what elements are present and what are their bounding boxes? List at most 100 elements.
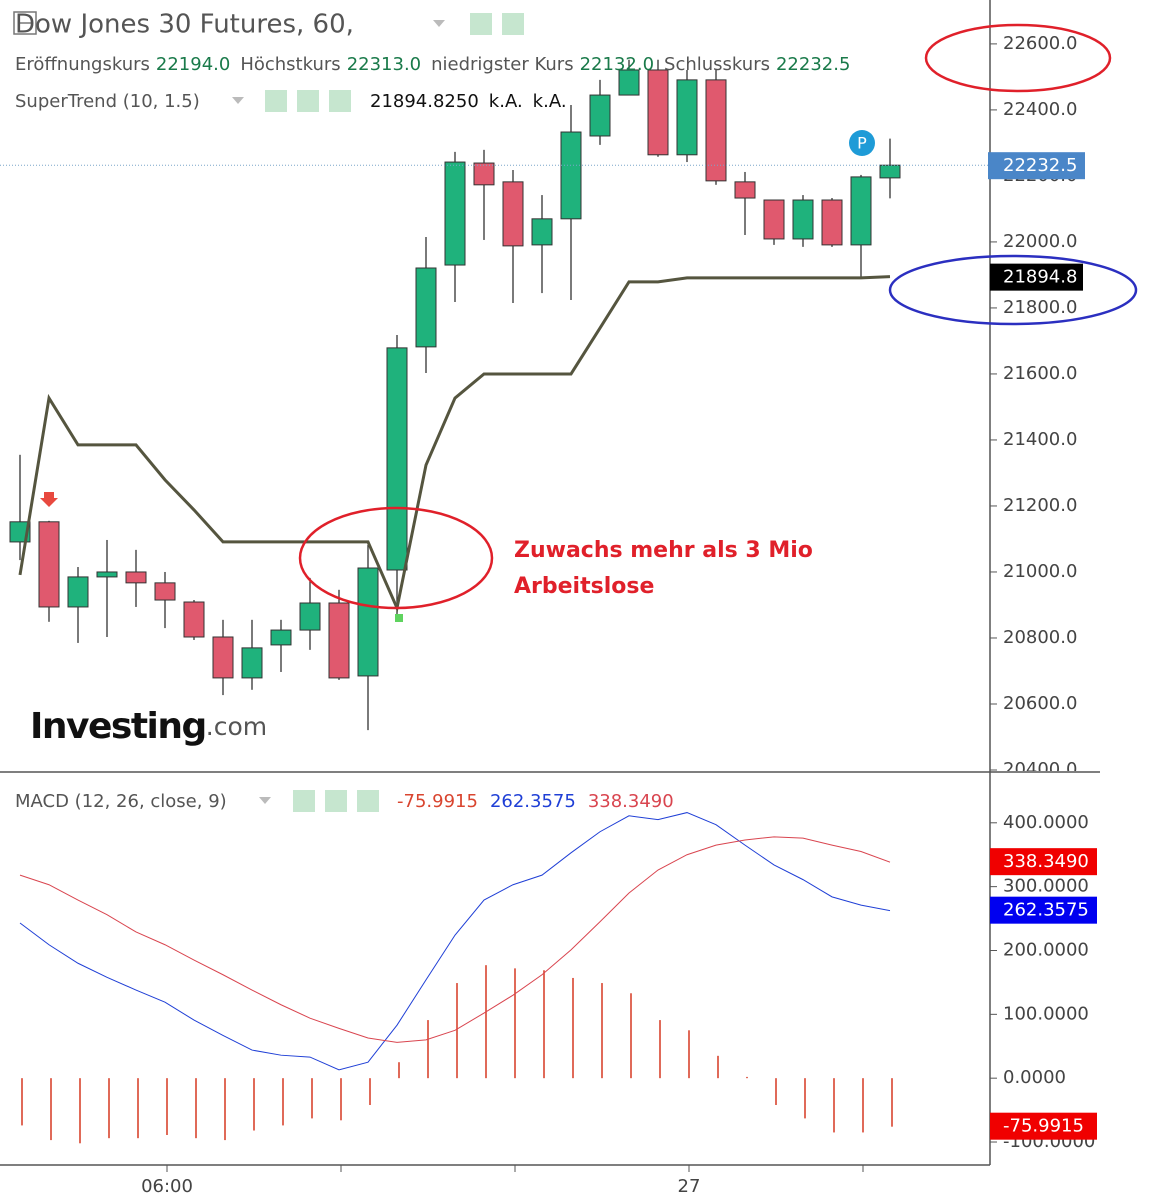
y-tick-label: 400.0000 [1003,812,1089,833]
y-tick-label: 300.0000 [1003,876,1089,897]
candle-body [415,267,437,348]
settings-icon[interactable] [325,790,347,812]
y-tick-label: 0.0000 [1003,1067,1066,1088]
candle-body [676,79,698,156]
y-tick-label: 100.0000 [1003,1003,1089,1024]
close-icon[interactable] [329,90,351,112]
candle-body [879,164,901,179]
close-icon[interactable] [357,790,379,812]
candle-body [502,181,524,247]
candle-body [96,571,118,578]
overlay-value: k.A. [489,91,523,112]
supertrend-line [18,275,891,613]
overlay-value: k.A. [533,91,567,112]
ohlc-name: niedrigster Kurs [431,54,573,75]
value-box [990,1112,1097,1140]
x-tick-label: 06:00 [141,1176,193,1197]
marker-badge [849,130,875,156]
collapse-icon[interactable] [13,11,37,35]
dropdown-arrow[interactable] [259,797,271,804]
eye-icon[interactable] [265,90,287,112]
signal-value: 338.3490 [588,791,674,812]
candle-body [328,602,350,679]
watermark-suffix: .com [206,712,267,741]
settings-icon[interactable] [297,90,319,112]
candle-body [473,162,495,186]
y-tick-label: 21200.0 [1003,495,1077,516]
y-tick-label: 20400.0 [1003,759,1077,780]
chart-title: Dow Jones 30 Futures, 60, [15,10,354,40]
overlay-name: SuperTrend (10, 1.5) [15,91,200,112]
y-tick-label: 22000.0 [1003,231,1077,252]
candle-body [850,176,872,246]
annotation: Zuwachs mehr als 3 Mio [514,538,813,563]
y-tick-label: 22400.0 [1003,99,1077,120]
ohlc-name: Schlusskurs [664,54,770,75]
candle-body [589,94,611,137]
buy-marker [395,614,403,622]
annotation: Arbeitslose [514,574,654,599]
settings-icon[interactable] [502,13,524,35]
macd-legend: -75.9915 262.3575 338.3490 [397,791,674,812]
macd-line [19,836,891,1043]
eye-icon[interactable] [470,13,492,35]
macd-title: MACD (12, 26, close, 9) [15,791,227,812]
dropdown-arrow[interactable] [433,20,445,27]
candle-body [763,199,785,240]
candle-body [270,629,292,646]
candle-body [821,199,843,246]
candle-body [647,69,669,156]
marker-label: P [857,134,867,153]
last-price-label: 22232.5 [1003,155,1077,176]
y-tick-label: 21400.0 [1003,429,1077,450]
candle-body [734,181,756,199]
candle-body [241,647,263,679]
ohlc-name: Eröffnungskurs [15,54,150,75]
candle-body [299,602,321,631]
y-tick-label: 20800.0 [1003,627,1077,648]
last-price-box [988,152,1085,180]
candle-body [67,576,89,608]
macd-value: 262.3575 [490,791,576,812]
candle-body [444,161,466,266]
candle-body [386,347,408,571]
ohlc-value: 22313.0 [347,54,421,75]
highlight-ellipse [298,506,494,610]
eye-icon[interactable] [293,790,315,812]
macd-line [19,812,891,1071]
candle-body [792,199,814,240]
dropdown-arrow[interactable] [232,97,244,104]
y-tick-label: 21600.0 [1003,363,1077,384]
y-tick-label: 21000.0 [1003,561,1077,582]
highlight-ellipse [888,254,1138,326]
ohlc-value: 22194.0 [156,54,230,75]
candle-body [212,636,234,679]
value-label: 262.3575 [1003,900,1089,921]
ohlc-legend: Eröffnungskurs 22194.0 Höchstkurs 22313.0 ni… [15,54,850,75]
watermark-brand: Investing [30,706,206,747]
candle-body [531,218,553,246]
ohlc-name: Höchstkurs [240,54,340,75]
candle-body [125,571,147,584]
x-tick-label: 27 [678,1176,701,1197]
macd-panel: -100.00000.0000100.0000200.0000300.00004… [19,812,1095,1152]
candle-body [183,601,205,638]
overlay-price-label: 21894.8 [1003,267,1077,288]
value-box [990,896,1097,924]
candle-body [618,69,640,96]
watermark: Investing.com [30,706,267,747]
y-tick-label: 21800.0 [1003,297,1077,318]
y-tick-label: 20600.0 [1003,693,1077,714]
y-tick-label: 200.0000 [1003,939,1089,960]
value-label: -75.9915 [1003,1116,1084,1137]
hist-value: -75.9915 [397,791,478,812]
candle-body [38,521,60,608]
price-panel: 20400.0 20600.0 20800.0 21000.0 21200.0 21400… [0,33,1077,780]
value-box [990,848,1097,876]
overlay-legend: 21894.8250 k.A. k.A. [370,91,567,112]
candle-body [705,79,727,182]
highlight-ellipse [924,23,1112,93]
sell-arrow [40,492,58,507]
candle-body [560,131,582,220]
